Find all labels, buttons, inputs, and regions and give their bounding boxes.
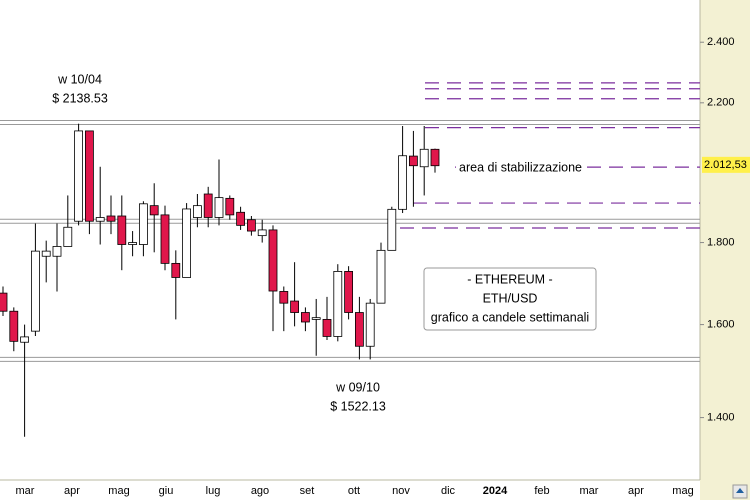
candle-body <box>9 310 19 342</box>
candle-body <box>408 155 418 167</box>
y-tick-label: 1.400 <box>707 411 735 423</box>
candle-body <box>117 215 127 245</box>
candle-body <box>171 262 181 278</box>
x-tick-label: mag <box>672 485 693 497</box>
x-tick-label: ago <box>251 485 269 497</box>
x-tick-label: feb <box>534 485 549 497</box>
candle-body <box>279 291 289 304</box>
x-tick-label: dic <box>441 485 456 497</box>
candle-body <box>95 217 105 222</box>
candle-body <box>149 205 159 216</box>
candle-body <box>138 203 148 245</box>
candle-body <box>387 208 397 251</box>
x-tick-label: apr <box>628 485 644 497</box>
y-tick-label: 1.600 <box>707 319 735 331</box>
candle-body <box>300 312 310 323</box>
candle-body <box>203 193 213 218</box>
scroll-icon <box>736 488 744 493</box>
annotation: w 10/04 <box>57 72 102 86</box>
x-tick-label: mag <box>108 485 129 497</box>
candle-body <box>85 130 94 222</box>
candle-body <box>246 219 256 232</box>
candle-body <box>192 205 202 218</box>
price-label-bg <box>702 156 750 173</box>
candle-body <box>182 208 192 278</box>
info-text: ETH/USD <box>483 291 538 305</box>
x-tick-label: ott <box>348 485 360 497</box>
candle-body <box>365 302 375 347</box>
info-text: grafico a candele settimanali <box>431 310 589 324</box>
candle-body <box>214 197 224 218</box>
candle-body <box>74 130 83 222</box>
annotation: area di stabilizzazione <box>459 160 582 174</box>
candle-body <box>376 249 386 304</box>
y-tick-label: 1.800 <box>707 236 735 248</box>
candle-body <box>322 318 332 337</box>
candle-body <box>268 229 278 292</box>
price-label: 2.012,53 <box>704 159 747 171</box>
y-axis-panel <box>700 0 750 500</box>
candle-body <box>106 215 116 222</box>
annotation: $ 1522.13 <box>330 399 386 413</box>
x-tick-label: apr <box>64 485 80 497</box>
candle-body <box>225 197 235 216</box>
x-tick-label: mar <box>580 485 599 497</box>
candle-body <box>128 242 138 245</box>
candle-body <box>257 229 267 237</box>
candle-body <box>430 148 440 167</box>
x-tick-label: set <box>300 485 315 497</box>
candle-body <box>354 312 364 347</box>
candle-body <box>290 300 300 313</box>
info-box <box>423 267 597 331</box>
candle-body <box>333 271 343 337</box>
x-tick-label: mar <box>16 485 35 497</box>
x-tick-label: nov <box>392 485 410 497</box>
annotation: $ 2138.53 <box>52 91 108 105</box>
candle-body <box>20 336 30 343</box>
info-text: - ETHEREUM - <box>467 272 552 286</box>
candle-body <box>398 155 408 210</box>
x-tick-label: lug <box>206 485 221 497</box>
candle-body <box>419 148 429 168</box>
candle-body <box>30 250 40 332</box>
candle-body <box>160 214 170 264</box>
candle-body <box>311 317 321 320</box>
zone-label-bg <box>456 160 586 176</box>
candle-body <box>52 246 62 257</box>
annotation: w 09/10 <box>335 380 380 394</box>
candle-body <box>344 271 354 313</box>
candle-body <box>63 226 73 247</box>
x-tick-label: giu <box>159 485 174 497</box>
y-tick-label: 2.400 <box>707 36 735 48</box>
candle-body <box>236 211 246 226</box>
x-tick-label: 2024 <box>483 485 508 497</box>
candle-body <box>41 250 51 257</box>
candle-body <box>0 292 8 312</box>
y-tick-label: 2.200 <box>707 97 735 109</box>
